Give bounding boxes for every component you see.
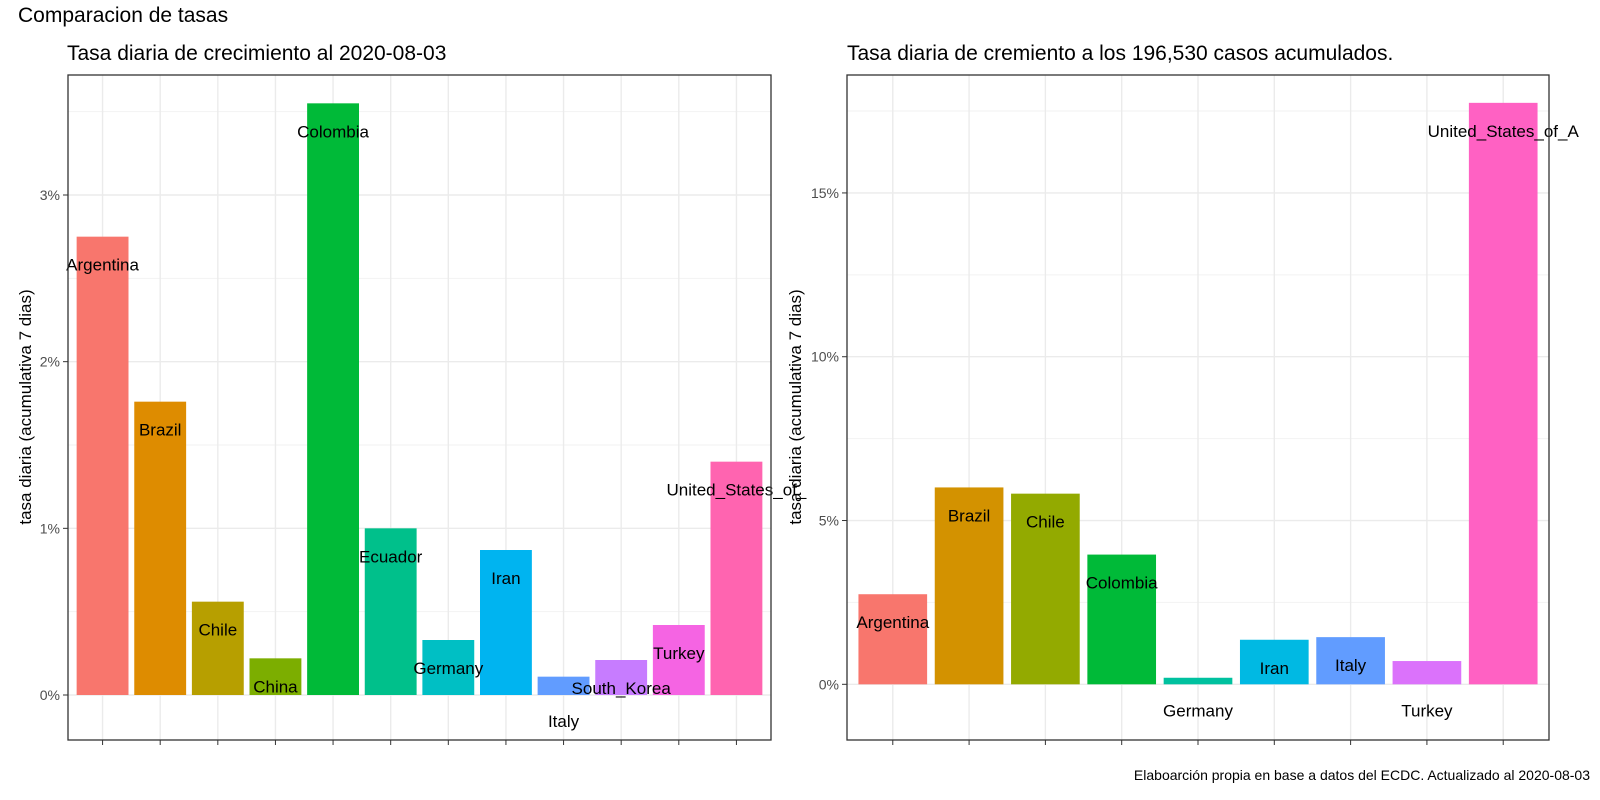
bar-china bbox=[249, 658, 302, 695]
y-tick-label: 0% bbox=[819, 676, 839, 692]
bar-italy bbox=[537, 676, 590, 695]
y-tick-label: 15% bbox=[811, 185, 839, 201]
bar-united-states-of-america bbox=[710, 461, 763, 695]
bar-label: Turkey bbox=[653, 644, 705, 663]
bar-label: Colombia bbox=[297, 122, 369, 141]
y-tick-label: 10% bbox=[811, 349, 839, 365]
source-caption: Elaboarción propia en base a datos del E… bbox=[1133, 767, 1590, 783]
bar-label: Italy bbox=[1335, 656, 1367, 675]
bar-colombia bbox=[307, 103, 359, 696]
bar-brazil bbox=[134, 401, 187, 695]
bar-iran bbox=[480, 550, 532, 695]
y-tick-label: 0% bbox=[40, 687, 60, 703]
bar-label: United_States_of_ bbox=[666, 481, 806, 500]
figure-title: Comparacion de tasas bbox=[18, 4, 229, 27]
bar-iran bbox=[1239, 639, 1309, 685]
bar-germany bbox=[1163, 677, 1233, 685]
bar-label: Argentina bbox=[856, 613, 929, 632]
left-chart-title: Tasa diaria de crecimiento al 2020-08-03 bbox=[67, 42, 447, 65]
bar-label: Chile bbox=[198, 621, 237, 640]
bar-south-korea bbox=[595, 660, 648, 695]
bar-turkey bbox=[1392, 661, 1462, 685]
bar-germany bbox=[422, 640, 475, 695]
bar-label: Chile bbox=[1026, 513, 1065, 532]
bar-label: Iran bbox=[1260, 659, 1289, 678]
bar-label: Iran bbox=[491, 569, 520, 588]
bar-label: Germany bbox=[1163, 701, 1233, 720]
bar-ecuador bbox=[364, 528, 417, 695]
y-tick-label: 1% bbox=[40, 520, 60, 536]
bar-turkey bbox=[652, 625, 705, 695]
bar-label: Turkey bbox=[1401, 701, 1453, 720]
panel-border bbox=[846, 74, 1550, 741]
y-tick-label: 3% bbox=[40, 187, 60, 203]
left-chart: 0% 1% 2% 3% Argentina Brazil Chile China Colombi… bbox=[40, 74, 807, 745]
bar-label: Ecuador bbox=[359, 547, 423, 566]
bar-argentina bbox=[76, 236, 129, 695]
bar-label: Italy bbox=[548, 712, 580, 731]
bar-label: Colombia bbox=[1086, 574, 1158, 593]
bar-brazil bbox=[934, 487, 1004, 685]
panel-border bbox=[67, 74, 772, 741]
bar-united-states-of-america bbox=[1468, 102, 1538, 685]
bar-italy bbox=[1316, 637, 1385, 685]
bar-chile bbox=[1011, 493, 1080, 685]
y-tick-label: 5% bbox=[819, 513, 839, 529]
right-chart: 0% 5% 10% 15% Argentina Brazil Chile Colombia Ge… bbox=[811, 74, 1580, 745]
bar-label: Argentina bbox=[66, 256, 139, 275]
bar-argentina bbox=[858, 594, 928, 685]
bar-label: Germany bbox=[413, 659, 483, 678]
bar-chile bbox=[191, 601, 244, 695]
bar-label: United_States_of_A bbox=[1428, 122, 1580, 141]
right-chart-title: Tasa diaria de cremiento a los 196,530 c… bbox=[847, 42, 1394, 65]
bar-label: Brazil bbox=[139, 421, 182, 440]
bar-label: Brazil bbox=[948, 506, 991, 525]
bar-colombia bbox=[1087, 554, 1157, 685]
bar-label: China bbox=[253, 677, 298, 696]
y-tick-label: 2% bbox=[40, 354, 60, 370]
bar-label: South_Korea bbox=[572, 679, 672, 698]
